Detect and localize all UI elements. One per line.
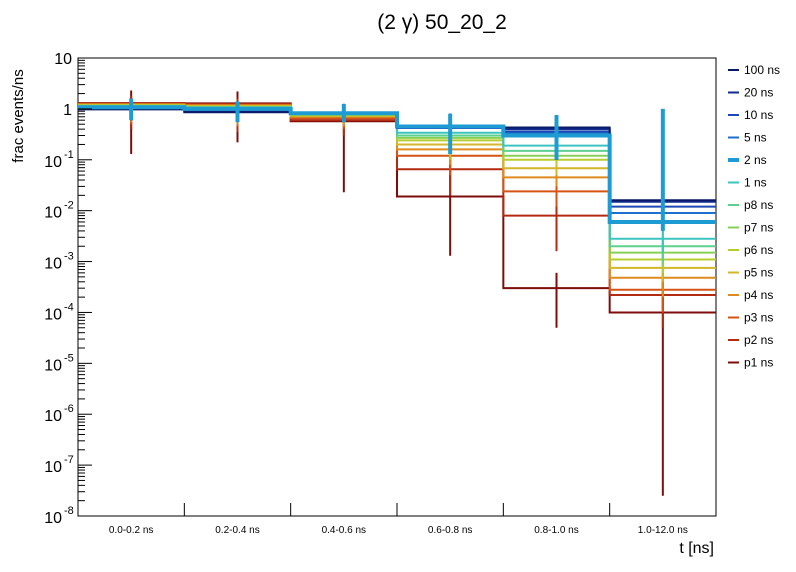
x-tick-label: 0.6-0.8 ns <box>428 525 472 536</box>
y-tick-exponent: -7 <box>64 454 74 466</box>
legend-entry: 20 ns <box>744 86 773 100</box>
legend-entry: 100 ns <box>744 63 780 77</box>
y-tick-exponent: -8 <box>64 505 74 517</box>
y-tick-label: 10 <box>44 459 62 476</box>
legend-entry: 5 ns <box>744 131 767 145</box>
chart-title: (2 γ) 50_20_2 <box>377 11 507 34</box>
x-tick-label: 1.0-12.0 ns <box>638 525 688 536</box>
legend-entry: p8 ns <box>744 198 773 212</box>
y-tick-exponent: -1 <box>64 149 74 161</box>
y-tick-exponent: -6 <box>64 403 74 415</box>
y-axis-label: frac events/ns <box>10 69 27 162</box>
y-tick-label: 10 <box>44 357 62 374</box>
legend-entry: 2 ns <box>744 153 767 167</box>
y-tick-exponent: -5 <box>64 352 74 364</box>
y-tick-label: 10 <box>44 256 62 273</box>
y-tick-exponent: -2 <box>64 200 74 212</box>
legend-entry: 1 ns <box>744 176 767 190</box>
series-layer <box>78 90 716 496</box>
legend-entry: p5 ns <box>744 266 773 280</box>
legend-entry: p7 ns <box>744 221 773 235</box>
x-axis-label: t [ns] <box>679 540 714 557</box>
y-tick-label: 10 <box>54 51 72 68</box>
y-tick-label: 10 <box>44 306 62 323</box>
x-tick-label: 0.0-0.2 ns <box>109 525 153 536</box>
y-tick-label: 10 <box>44 408 62 425</box>
legend-entry: p2 ns <box>744 333 773 347</box>
legend-entry: p6 ns <box>744 243 773 257</box>
series-step-line <box>78 105 716 224</box>
legend: 100 ns 20 ns 10 ns 5 ns 2 ns 1 ns p8 ns p7 ns p6… <box>728 63 780 370</box>
y-tick-label: 10 <box>44 510 62 527</box>
y-tick-exponent: -4 <box>64 301 74 313</box>
legend-entry: p4 ns <box>744 288 773 302</box>
y-tick-label: 10 <box>44 154 62 171</box>
y-tick-label: 1 <box>63 102 72 119</box>
y-tick-exponent: -3 <box>64 251 74 263</box>
legend-entry: p1 ns <box>744 356 773 370</box>
x-axis: 0.0-0.2 ns 0.2-0.4 ns 0.4-0.6 ns 0.6-0.8 ns… <box>109 503 688 536</box>
x-tick-label: 0.4-0.6 ns <box>322 525 366 536</box>
x-tick-label: 0.2-0.4 ns <box>215 525 259 536</box>
series-2-ns <box>78 98 716 231</box>
legend-entry: p3 ns <box>744 311 773 325</box>
x-tick-label: 0.8-1.0 ns <box>534 525 578 536</box>
y-tick-label: 10 <box>44 205 62 222</box>
legend-entry: 10 ns <box>744 108 773 122</box>
